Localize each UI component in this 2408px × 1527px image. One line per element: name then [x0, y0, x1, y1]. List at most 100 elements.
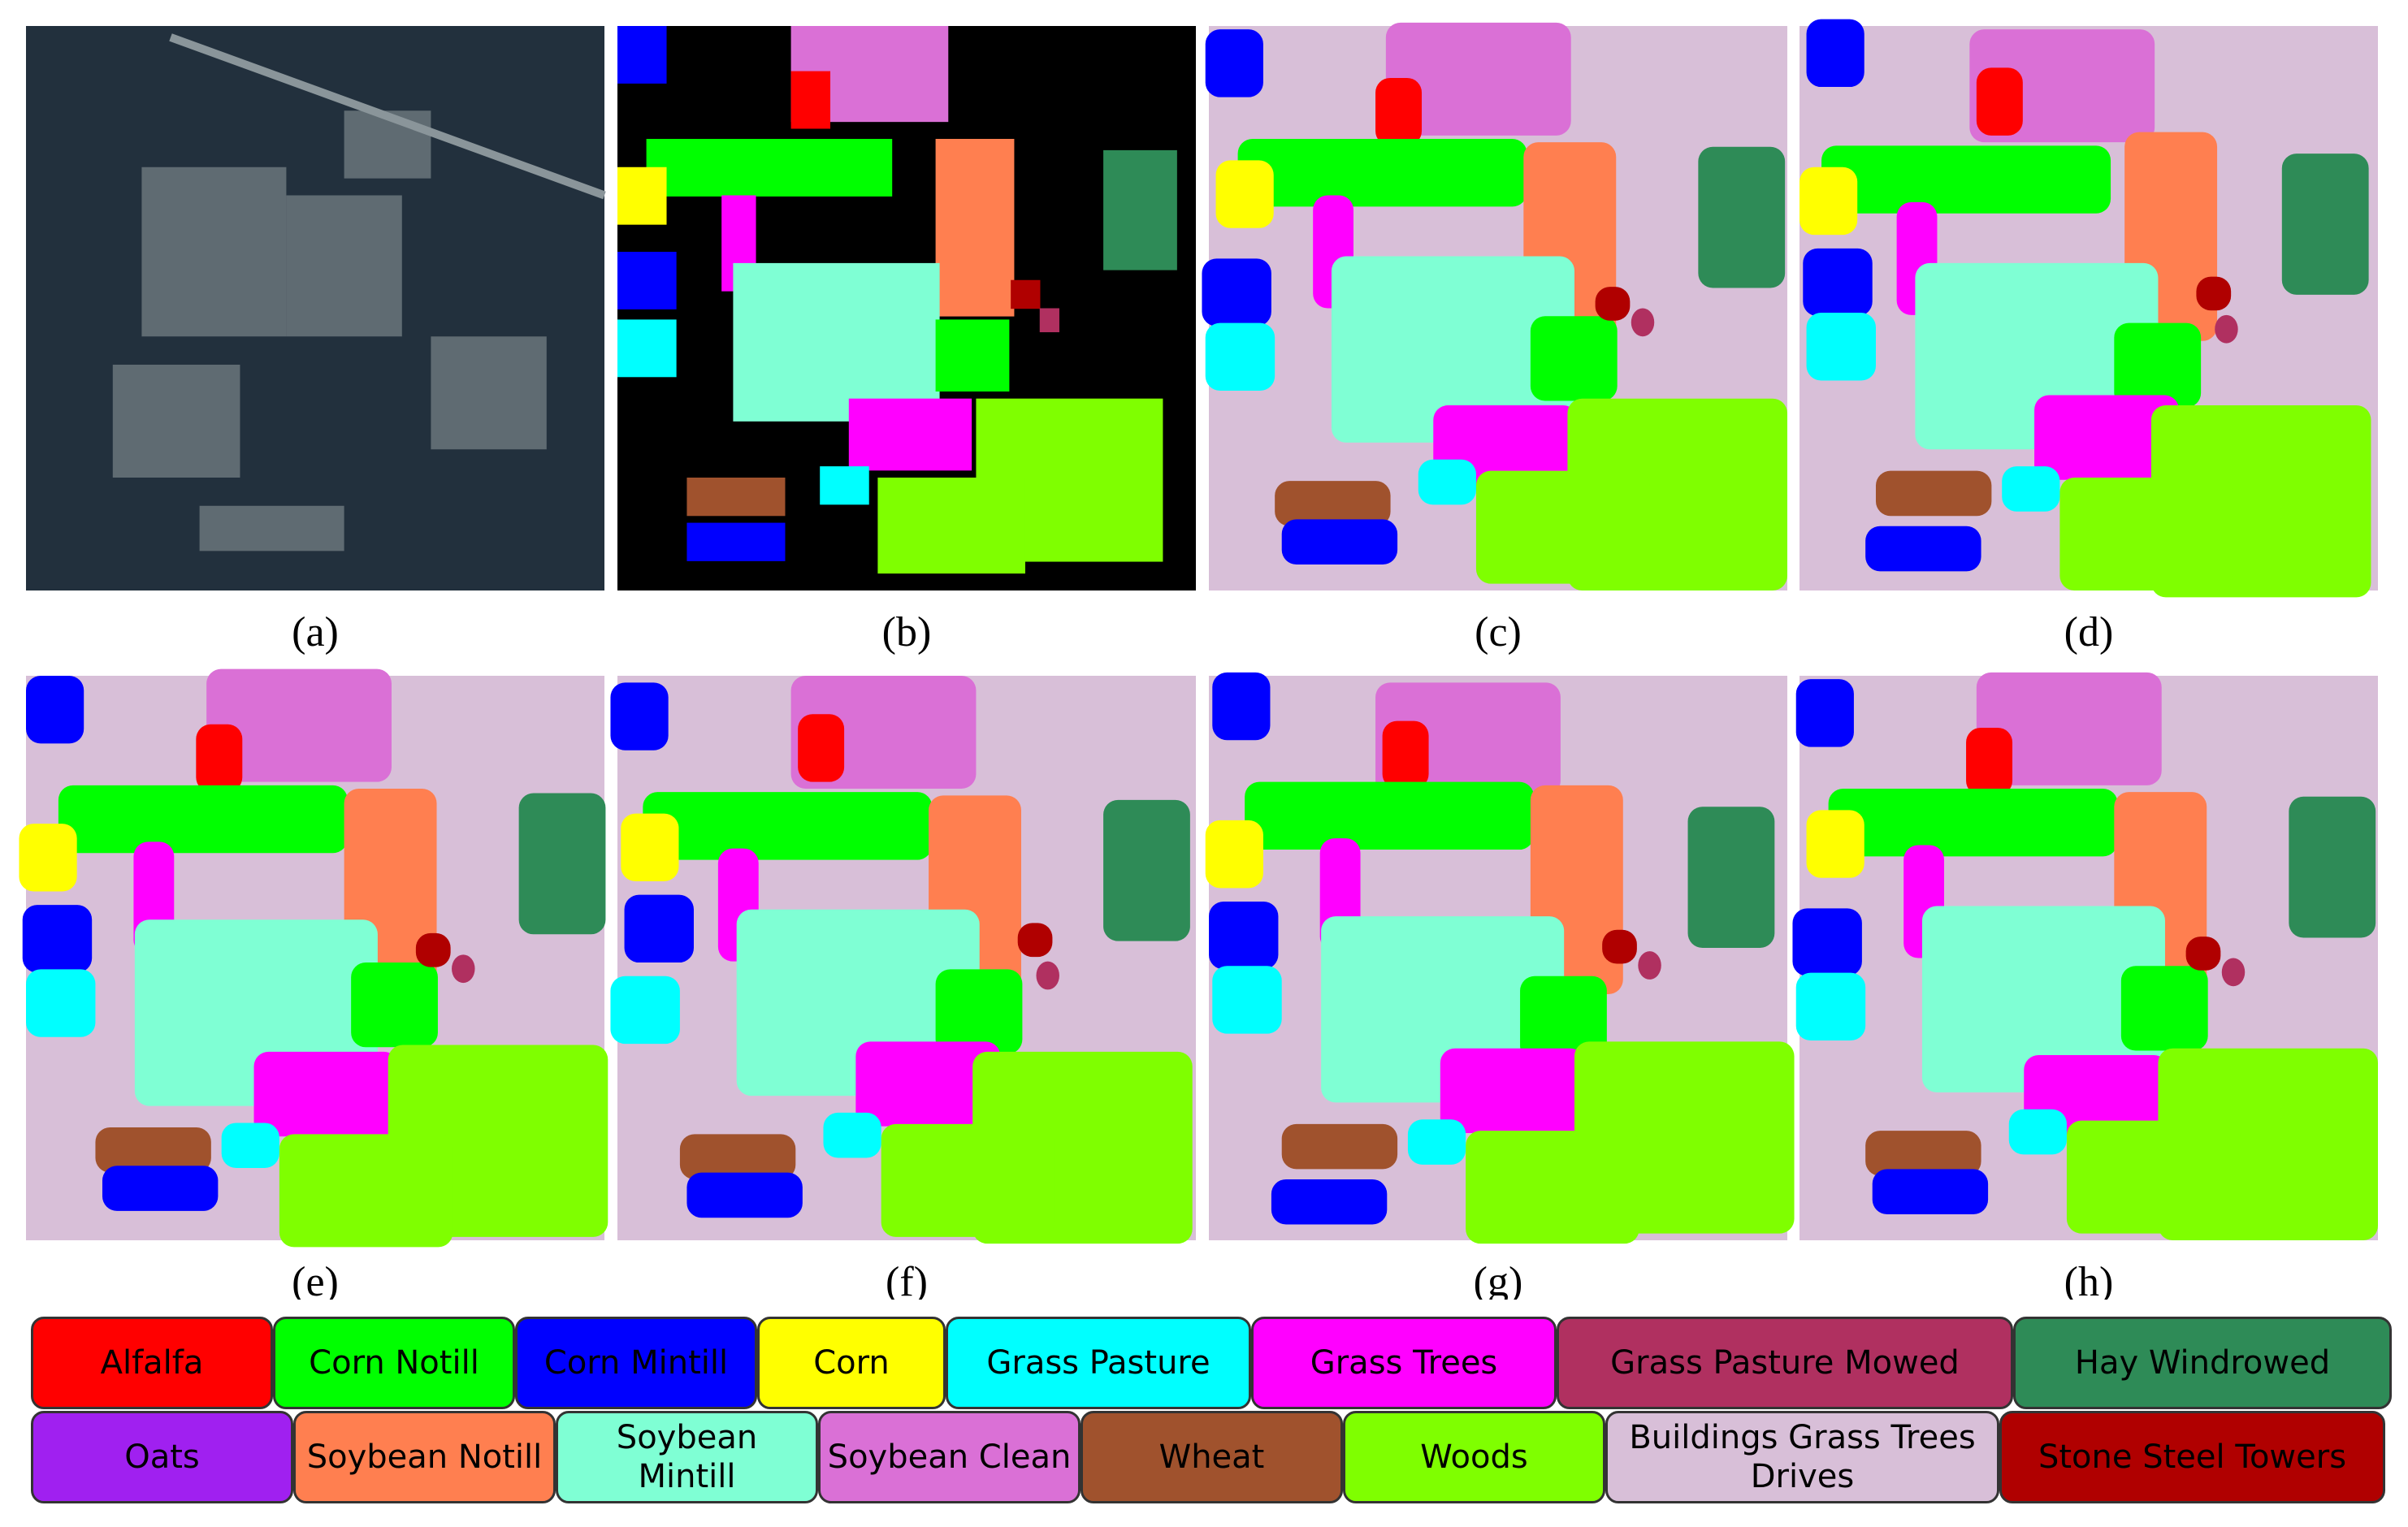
legend-item: Soybean Mintill	[556, 1411, 818, 1503]
panel-caption: (h)	[2064, 1259, 2114, 1300]
class-region	[848, 398, 972, 471]
field	[141, 167, 287, 337]
class-region	[1011, 279, 1041, 309]
class-region	[1795, 679, 1854, 747]
class-region	[279, 1134, 453, 1248]
class-region	[1976, 672, 2162, 785]
class-region	[415, 932, 451, 967]
class-region	[1530, 316, 1618, 401]
legend-item: Soybean Notill	[293, 1411, 556, 1503]
legend-item: Alfalfa	[31, 1317, 273, 1409]
class-region	[617, 252, 677, 309]
map-panel	[610, 676, 1196, 1244]
class-region	[58, 785, 348, 854]
class-region	[1103, 799, 1190, 941]
class-region	[790, 71, 831, 129]
class-region	[1271, 1179, 1388, 1225]
class-region	[22, 905, 93, 973]
class-region	[1865, 1131, 1981, 1176]
class-region	[1687, 807, 1775, 948]
class-region	[221, 1123, 279, 1169]
legend-item: Wheat	[1081, 1411, 1343, 1503]
class-region	[2034, 395, 2180, 480]
class-region	[624, 894, 694, 963]
legend-item: Grass Trees	[1251, 1317, 1557, 1409]
class-region	[1212, 672, 1271, 741]
class-region	[1385, 22, 1571, 136]
class-region	[1382, 720, 1429, 789]
class-region	[935, 139, 1015, 317]
class-region	[1281, 1123, 1398, 1170]
class-region	[1800, 167, 1858, 236]
class-region	[253, 1051, 399, 1137]
legend-item: Grass Pasture Mowed	[1557, 1317, 2013, 1409]
class-region	[1205, 820, 1263, 889]
class-region	[518, 793, 606, 935]
panel-caption: (d)	[2064, 609, 2114, 655]
class-region	[2114, 322, 2202, 408]
class-region	[1520, 975, 1607, 1061]
class-region	[610, 975, 680, 1045]
class-region	[877, 478, 1025, 574]
legend-item: Stone Steel Towers	[1999, 1411, 2385, 1503]
class-region	[2008, 1109, 2067, 1155]
class-region	[1466, 1131, 1639, 1244]
class-region	[206, 668, 392, 782]
class-region	[2120, 966, 2208, 1051]
class-region	[1803, 248, 1873, 317]
class-region	[2059, 478, 2233, 590]
class-region	[2289, 796, 2376, 938]
map-panel	[1792, 672, 2378, 1240]
class-region	[1795, 972, 1866, 1040]
class-region	[26, 676, 84, 744]
class-region	[1036, 961, 1059, 990]
class-region	[1202, 258, 1271, 327]
class-region	[102, 1166, 219, 1211]
class-region	[1281, 519, 1398, 565]
panel-caption: (b)	[882, 609, 932, 655]
class-region	[798, 714, 845, 782]
class-region	[855, 1041, 1001, 1127]
class-region	[1440, 1048, 1585, 1133]
class-region	[1237, 139, 1527, 207]
class-region	[1103, 149, 1177, 270]
panel-caption: (e)	[292, 1259, 339, 1300]
class-region	[26, 969, 96, 1037]
class-region	[1215, 160, 1274, 228]
class-region	[1875, 470, 1992, 517]
legend-item: Grass Pasture	[946, 1317, 1251, 1409]
class-region	[1017, 923, 1053, 958]
map-panel	[1800, 19, 2378, 598]
map-panel	[1202, 22, 1787, 590]
map-panel	[26, 26, 606, 590]
class-region	[95, 1127, 211, 1173]
class-region	[1638, 951, 1661, 980]
class-region	[452, 954, 475, 984]
panel-caption: (g)	[1474, 1259, 1523, 1300]
class-region	[2221, 958, 2246, 987]
class-region	[643, 792, 933, 860]
legend-item: Corn Mintill	[515, 1317, 757, 1409]
legend-item: Corn	[757, 1317, 946, 1409]
class-region	[935, 969, 1023, 1054]
class-region	[2002, 466, 2060, 512]
map-panel	[1205, 672, 1795, 1244]
class-region	[1475, 470, 1650, 584]
class-region	[679, 1134, 796, 1179]
class-region	[686, 522, 786, 561]
class-region	[610, 682, 669, 751]
class-region	[1595, 287, 1631, 321]
class-region	[617, 26, 667, 84]
panel-caption: (a)	[292, 609, 339, 655]
class-region	[646, 139, 893, 197]
panel-caption: (c)	[1475, 609, 1522, 655]
map-panel	[617, 26, 1196, 590]
class-region	[1806, 313, 1876, 381]
class-region	[1331, 256, 1574, 443]
class-region	[2066, 1120, 2241, 1234]
panel-caption: (f)	[886, 1259, 928, 1300]
class-region	[617, 319, 677, 378]
legend-item: Corn Notill	[273, 1317, 515, 1409]
class-region	[2215, 314, 2238, 344]
legend-item: Oats	[31, 1411, 293, 1503]
